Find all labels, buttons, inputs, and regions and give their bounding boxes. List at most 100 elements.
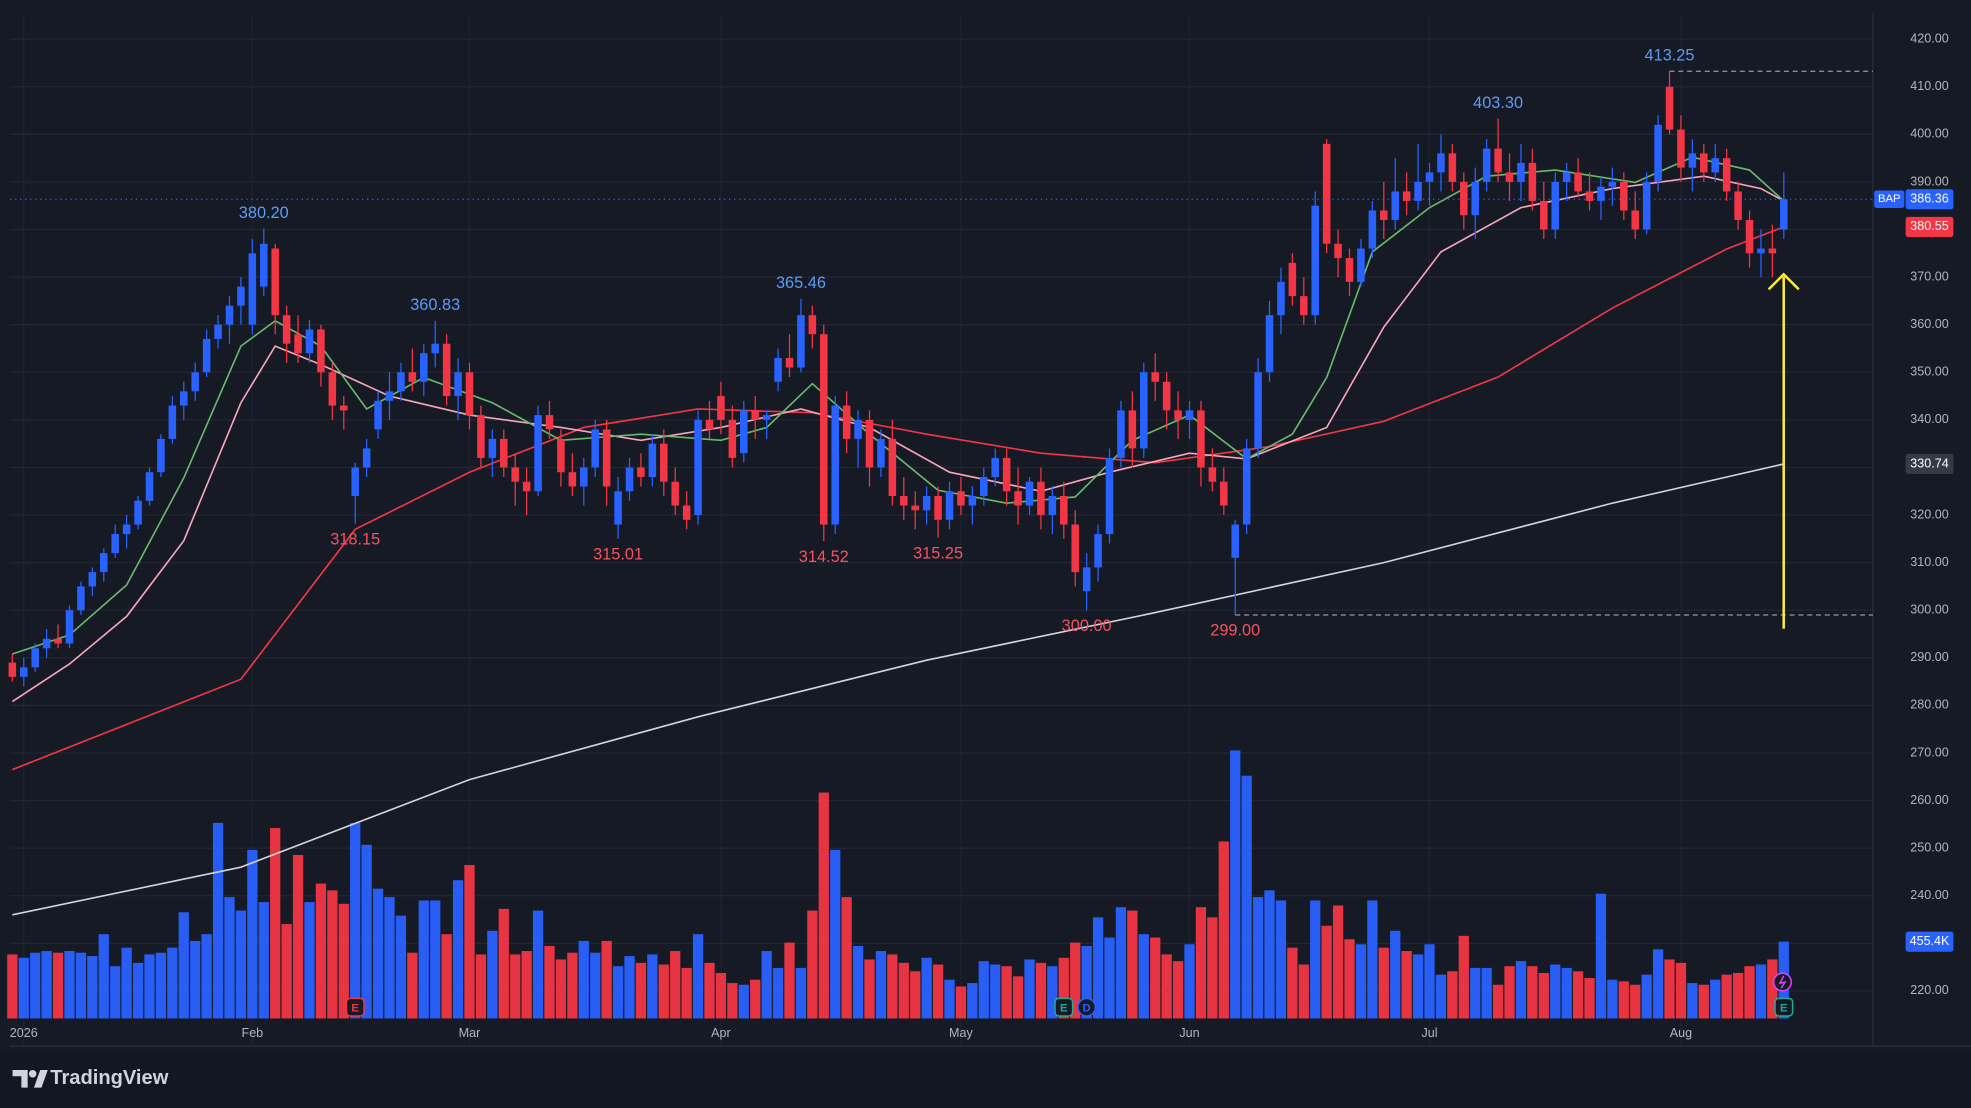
x-tick-label: May [949,1026,973,1040]
candle-body [500,438,508,468]
volume-bar [1298,964,1309,1019]
volume-bar [521,951,532,1019]
volume-bar [1195,907,1207,1019]
candle-body [1540,200,1548,230]
volume-bar [41,951,52,1019]
volume-bar [7,954,18,1019]
candle-body [1060,496,1068,525]
candle-body [865,419,874,468]
alert-bolt [1778,975,1787,989]
volume-badge [1905,931,1954,952]
volume-bar [338,903,349,1019]
price-badge-label: 380.55 [1910,219,1948,233]
candle-body [911,505,919,511]
volume-bar [1630,984,1641,1019]
candle-body [134,500,142,525]
volume-bar [132,962,144,1019]
volume-bar [612,966,624,1019]
volume-bar [647,954,658,1019]
y-tick-label: 220.00 [1910,983,1948,997]
candle-body [1597,186,1605,201]
volume-bar [87,956,98,1019]
candle-body [305,329,314,354]
candle-body [1722,158,1731,192]
volume-bar [30,952,41,1019]
candle-body [42,638,51,649]
y-tick-label: 260.00 [1910,793,1948,807]
candle-body [362,448,371,468]
candle-body [340,405,348,411]
volume-bar [1218,841,1229,1019]
candle-body [820,334,828,525]
volume-bar [772,967,784,1019]
volume-bar [475,954,487,1019]
volume-bar [898,962,909,1019]
candle-body [957,491,965,506]
high-label: 380.20 [239,204,289,222]
candle-body [328,372,337,406]
volume-bar [967,983,978,1019]
volume-bar [201,934,212,1019]
volume-bar [1012,976,1024,1019]
volume-bar [121,947,132,1019]
volume-bar [487,930,498,1019]
volume-bar [52,952,64,1019]
volume-bar [1641,974,1652,1019]
candle-body [854,419,862,439]
volume-bar [1172,961,1184,1019]
brand-name: TradingView [50,1067,168,1089]
candle-body [1242,448,1251,525]
y-tick-label: 340.00 [1910,412,1948,426]
volume-bar [1755,964,1767,1019]
low-label: 315.01 [593,545,643,563]
x-tick-label: 2026 [10,1026,38,1040]
candle-body [671,481,679,506]
candle-body [454,372,462,397]
candle-body [705,419,714,430]
candle-body [1311,205,1319,316]
volume-bar [1115,907,1127,1019]
volume-bar [601,940,612,1019]
low-label: 314.52 [799,548,849,566]
volume-bar [1047,966,1058,1019]
logo-dot [28,1070,37,1078]
volume-bar [1390,930,1401,1019]
volume-bar [1664,959,1675,1019]
price-badge-label: 386.36 [1910,192,1948,206]
candle-body [282,315,291,344]
y-tick-label: 300.00 [1910,603,1948,617]
candle-body [591,429,599,468]
volume-bar [247,849,258,1019]
volume-bar [178,912,189,1019]
candle-body [1082,567,1091,592]
volume-bar [590,952,601,1019]
candle-body [1197,410,1205,468]
volume-bar [1721,974,1732,1019]
candle-body [785,358,794,368]
high-label: 360.83 [410,296,460,314]
footer [0,1051,1971,1108]
candle-body [1551,181,1560,230]
candle-body [385,391,394,401]
candle-body [534,415,542,492]
volume-bar [955,986,967,1019]
volume-bar [1401,951,1412,1019]
candle-body [1345,258,1354,282]
candle-body [88,572,97,587]
candle-body [1460,181,1468,216]
price-badge [1905,216,1954,237]
x-tick-label: Jul [1421,1026,1437,1040]
volume-bar [715,972,727,1019]
volume-bar [350,822,361,1019]
event-badge [1054,997,1074,1017]
volume-bar [1138,934,1149,1019]
volume-bar [1321,925,1332,1019]
candle-body [694,419,702,516]
volume-bar [441,934,452,1019]
candle-body [237,286,245,306]
volume-bar [384,897,395,1019]
candle-body [740,410,748,454]
volume-bar [430,900,441,1019]
candle-body [1608,181,1617,187]
candle-body [431,343,439,354]
